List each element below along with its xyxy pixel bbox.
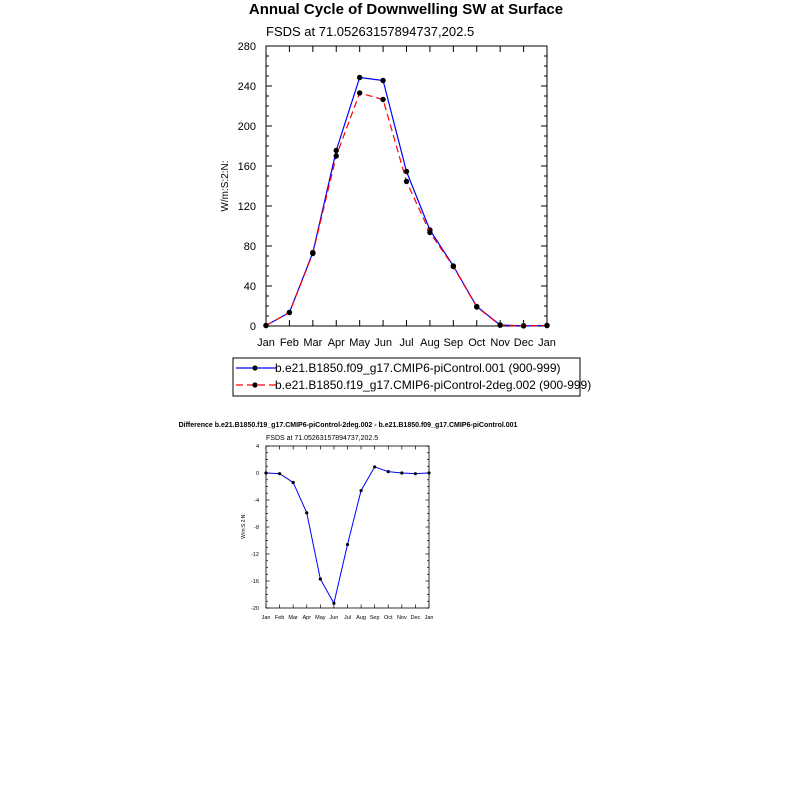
y-tick-label: -16 — [251, 579, 259, 585]
y-tick-label: 160 — [238, 161, 256, 173]
x-tick-label: Jul — [344, 615, 351, 621]
x-tick-label: Oct — [384, 615, 393, 621]
y-tick-label: 0 — [250, 321, 256, 333]
y-tick-label: 240 — [238, 81, 256, 93]
series-1-point — [413, 472, 418, 476]
series-1-point — [373, 465, 377, 469]
series-2-point — [356, 90, 363, 96]
main-chart-y-axis-label: W/m:S:2:N: — [220, 160, 231, 211]
x-tick-label: Sep — [444, 337, 464, 349]
y-tick-label: 0 — [256, 471, 259, 477]
x-tick-label: Nov — [490, 337, 510, 349]
series-1-point — [427, 471, 431, 475]
series-1-point — [400, 471, 404, 475]
series-2-point — [450, 263, 457, 270]
x-tick-label: May — [349, 337, 370, 349]
x-tick-label: Feb — [280, 337, 299, 349]
series-1-point — [291, 480, 295, 485]
series-2-point — [263, 322, 269, 329]
x-tick-label: Dec — [411, 615, 421, 621]
legend-marker-series-2 — [252, 382, 258, 388]
series-1-point — [386, 470, 390, 474]
series-2-point — [286, 309, 293, 316]
y-tick-label: -8 — [254, 525, 259, 531]
x-tick-label: Oct — [468, 337, 485, 349]
legend-label-series-1: b.e21.B1850.f09_g17.CMIP6-piControl.001 … — [275, 361, 561, 375]
x-tick-label: Aug — [356, 615, 366, 621]
x-tick-label: Sep — [370, 615, 380, 621]
x-tick-label: Jul — [399, 337, 413, 349]
x-tick-label: Nov — [397, 615, 407, 621]
x-tick-label: Jan — [262, 615, 271, 621]
x-tick-label: Jan — [538, 337, 556, 349]
difference-chart: Difference b.e21.B1850.f19_g17.CMIP6-piC… — [179, 422, 518, 621]
legend-box — [232, 357, 581, 397]
series-2-point — [474, 304, 480, 310]
main-chart: Annual Cycle of Downwelling SW at Surfac… — [220, 1, 591, 397]
legend-label-series-2: b.e21.B1850.f19_g17.CMIP6-piControl-2deg… — [275, 378, 591, 392]
x-tick-label: Aug — [420, 337, 440, 349]
series-1-point — [356, 74, 363, 81]
x-tick-label: Jun — [374, 337, 392, 349]
series-2-point — [380, 96, 386, 103]
series-1-point — [332, 601, 336, 605]
x-tick-label: Jun — [329, 615, 338, 621]
difference-chart-y-ticks: -20 -16 -12 -8 -4 0 4 — [251, 444, 429, 612]
y-tick-label: 4 — [256, 444, 259, 450]
series-1-point — [318, 577, 322, 581]
x-tick-label: Dec — [514, 337, 534, 349]
y-tick-label: -20 — [251, 606, 259, 612]
y-tick-label: 120 — [238, 201, 256, 213]
difference-chart-subtitle: FSDS at 71.05263157894737,202.5 — [266, 435, 378, 442]
series-1-point — [403, 168, 410, 175]
difference-chart-y-axis-label: W/m:S:2:N: — [241, 513, 247, 539]
x-tick-label: Apr — [328, 337, 345, 349]
main-chart-y-ticks: 0 40 80 120 160 200 240 280 — [238, 41, 547, 333]
series-1-point — [264, 471, 268, 475]
series-2-point — [427, 229, 433, 236]
y-tick-label: 40 — [244, 281, 256, 293]
x-tick-label: Feb — [275, 615, 284, 621]
series-2-point — [333, 153, 339, 159]
series-2-point — [544, 322, 550, 329]
main-chart-legend: b.e21.B1850.f09_g17.CMIP6-piControl.001 … — [232, 357, 591, 397]
y-tick-label: 200 — [238, 121, 256, 133]
difference-chart-x-ticks: Jan Feb Mar Apr May Jun Jul Aug Sep Oct Nov Dec Jan — [262, 446, 434, 621]
main-chart-subtitle: FSDS at 71.05263157894737,202.5 — [266, 24, 474, 39]
difference-chart-title: Difference b.e21.B1850.f19_g17.CMIP6-piC… — [179, 422, 518, 429]
main-chart-series — [263, 74, 550, 329]
series-2-point — [310, 250, 316, 257]
main-chart-title: Annual Cycle of Downwelling SW at Surfac… — [249, 1, 563, 18]
series-2-point — [497, 322, 503, 328]
series-2-point — [520, 323, 527, 329]
x-tick-label: Mar — [303, 337, 322, 349]
series-1-point — [345, 542, 350, 547]
x-tick-label: Apr — [302, 615, 311, 621]
series-1-point — [305, 511, 309, 515]
series-1-point — [277, 472, 282, 476]
y-tick-label: 280 — [238, 41, 256, 53]
x-tick-label: Jan — [257, 337, 275, 349]
y-tick-label: 80 — [244, 241, 256, 253]
series-2-point — [403, 178, 410, 185]
series-1-point — [359, 488, 363, 493]
y-tick-label: -4 — [254, 498, 259, 504]
series-1-point — [380, 77, 386, 84]
series-1-point — [333, 147, 339, 154]
x-tick-label: May — [315, 615, 326, 621]
y-tick-label: -12 — [251, 552, 259, 558]
x-tick-label: Mar — [288, 615, 298, 621]
x-tick-label: Jan — [425, 615, 434, 621]
legend-marker-series-1 — [252, 365, 258, 371]
difference-chart-series — [264, 465, 431, 605]
